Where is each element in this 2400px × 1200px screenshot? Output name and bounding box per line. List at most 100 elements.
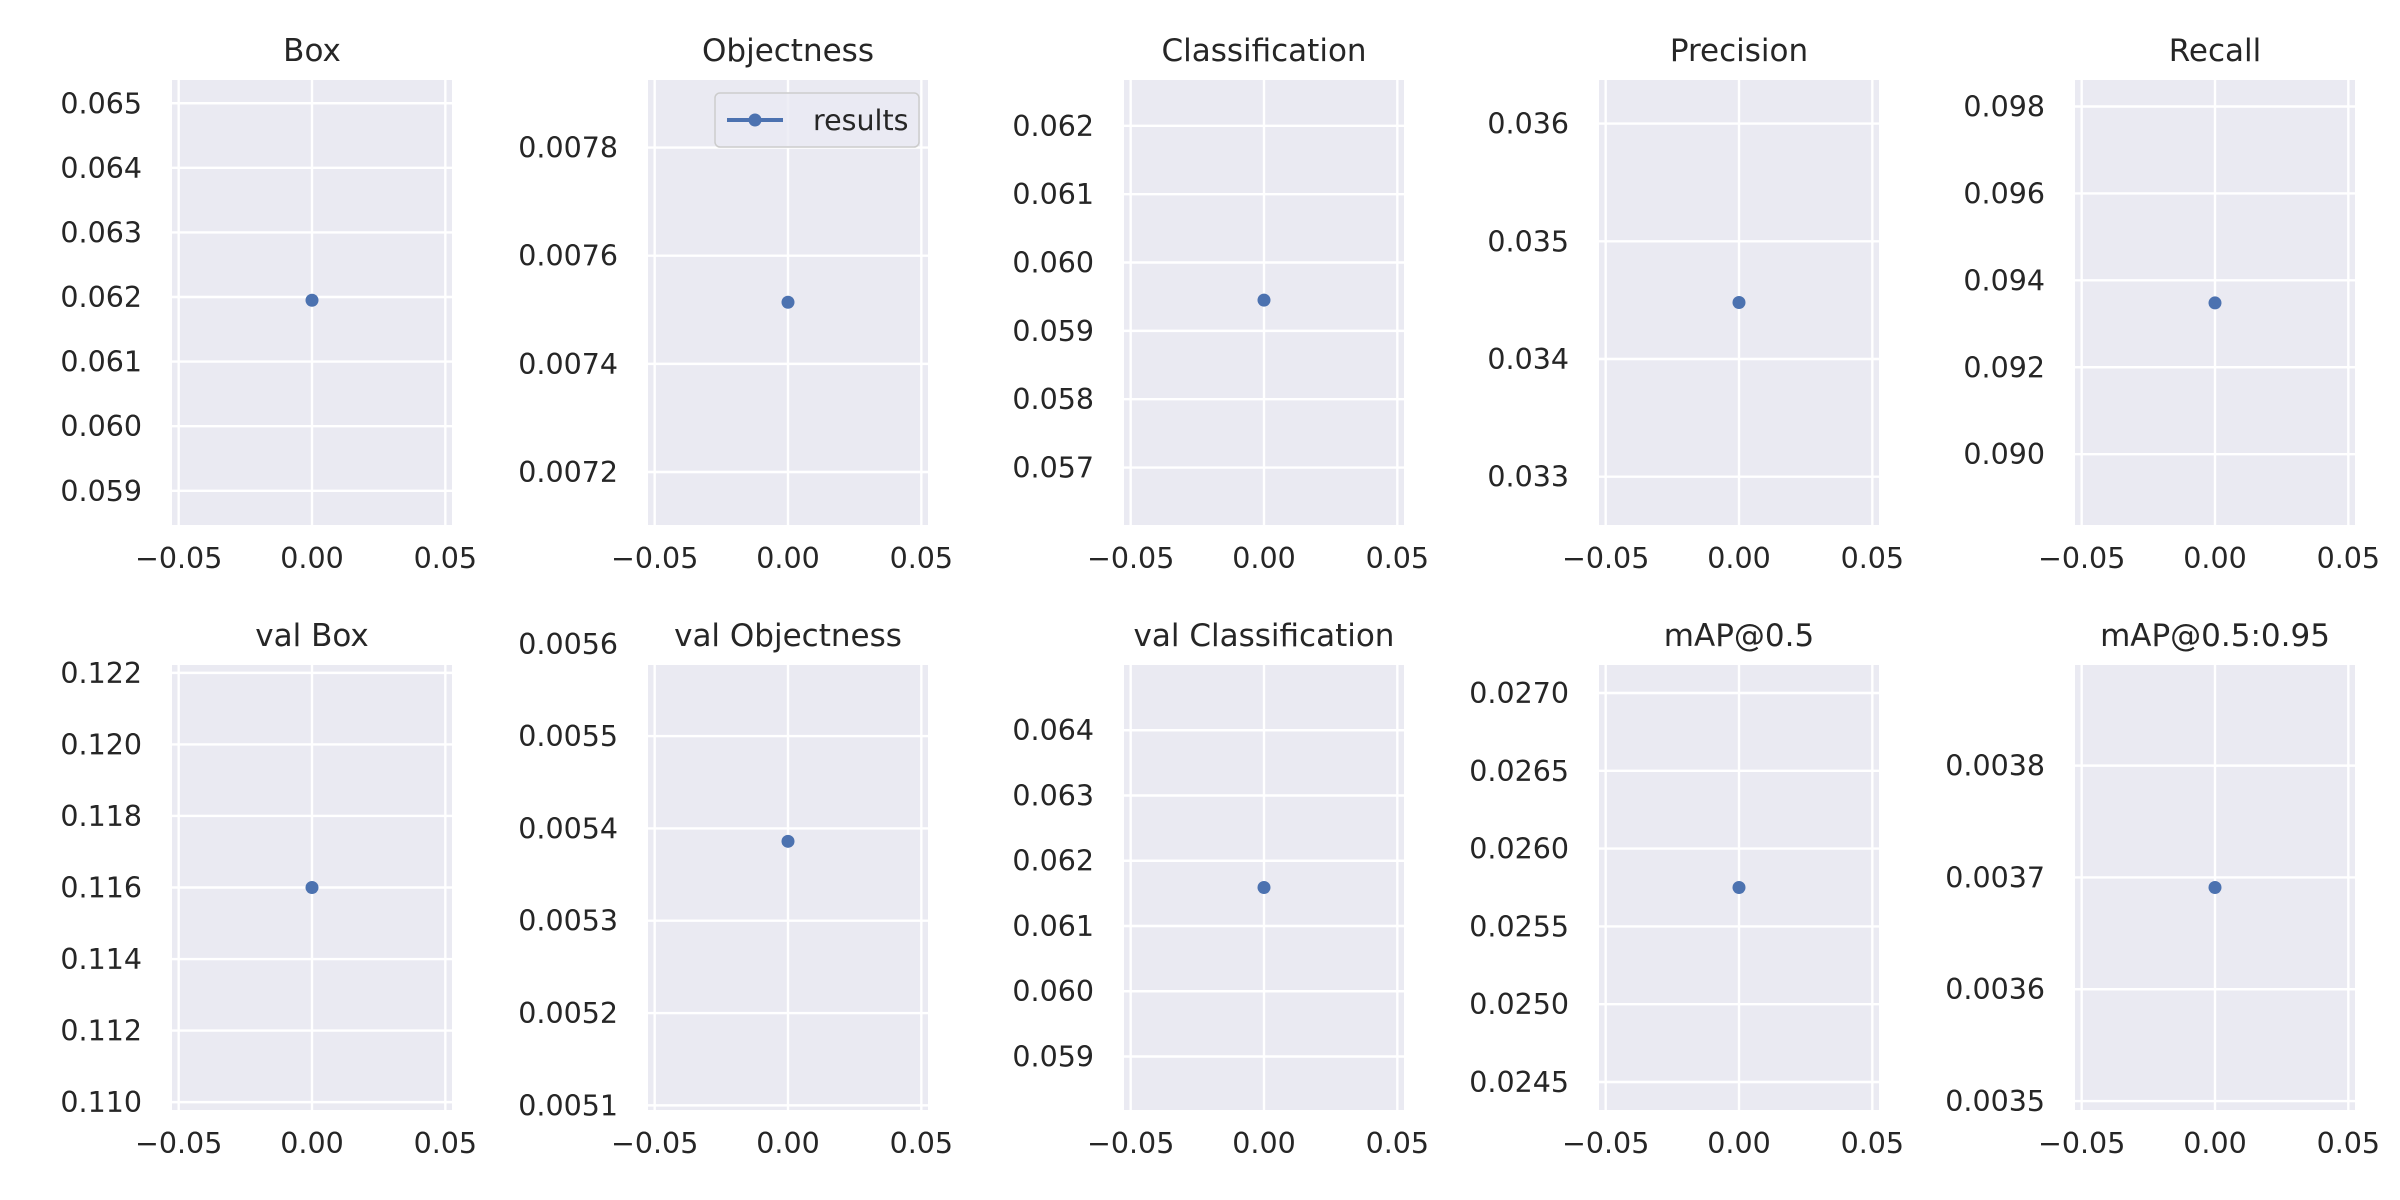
y-tick-label: 0.064 [1012,714,1094,747]
x-tick-label: 0.00 [1232,542,1295,575]
x-tick-label: −0.05 [135,542,222,575]
y-tick-label: 0.112 [60,1015,142,1048]
y-tick-label: 0.0265 [1469,755,1569,788]
y-tick-label: 0.0056 [518,628,618,661]
x-tick-label: −0.05 [1087,1127,1174,1160]
y-tick-label: 0.0078 [518,132,618,165]
subplot-val-classification: −0.05 0.00 0.05 0.059 0.060 0.061 0.062 0.063 0.… [1012,618,1429,1160]
y-tick-label: 0.0051 [518,1089,618,1122]
y-tick-label: 0.061 [60,346,142,379]
x-tick-label: 0.00 [756,1127,819,1160]
x-tick-label: 0.00 [280,542,343,575]
x-tick-label: 0.00 [280,1127,343,1160]
y-tick-label: 0.0054 [518,812,618,845]
x-tick-label: 0.05 [1841,542,1904,575]
y-tick-label: 0.0245 [1469,1066,1569,1099]
y-tick-label: 0.096 [1963,177,2045,210]
x-tick-label: 0.05 [2317,1127,2380,1160]
x-tick-label: 0.00 [1707,542,1770,575]
y-tick-label: 0.060 [1012,975,1094,1008]
y-tick-label: 0.110 [60,1086,142,1119]
legend-label: results [813,104,908,137]
subplot-precision: −0.05 0.00 0.05 0.033 0.034 0.035 0.036 Precisi… [1487,33,1904,575]
subplot-title: Objectness [702,33,874,69]
y-tick-label: 0.098 [1963,91,2045,124]
y-tick-label: 0.0076 [518,240,618,273]
y-tick-label: 0.0055 [518,720,618,753]
y-tick-label: 0.0250 [1469,988,1569,1021]
subplot-classification: −0.05 0.00 0.05 0.057 0.058 0.059 0.060 0.061 0.… [1012,33,1429,575]
subplot-objectness: −0.05 0.00 0.05 0.0072 0.0074 0.0076 0.0078 Obj… [518,33,953,575]
y-tick-label: 0.0072 [518,456,618,489]
y-tick-label: 0.0036 [1945,973,2045,1006]
y-tick-label: 0.034 [1487,343,1569,376]
subplot-val-box: −0.05 0.00 0.05 0.110 0.112 0.114 0.116 0.118 0.… [60,618,477,1160]
x-tick-label: 0.05 [414,542,477,575]
x-tick-label: −0.05 [1562,542,1649,575]
x-tick-label: 0.00 [2183,542,2246,575]
y-tick-label: 0.120 [60,728,142,761]
subplot-box: −0.05 0.00 0.05 0.059 0.060 0.061 0.062 0.063 0.… [60,33,477,575]
x-tick-label: −0.05 [2038,542,2125,575]
y-tick-label: 0.116 [60,872,142,905]
y-tick-label: 0.0038 [1945,750,2045,783]
y-tick-label: 0.122 [60,657,142,690]
y-tick-label: 0.092 [1963,351,2045,384]
subplot-title: val Classification [1134,618,1395,654]
x-tick-label: 0.00 [1232,1127,1295,1160]
subplot-title: val Objectness [674,618,902,654]
y-tick-label: 0.059 [60,475,142,508]
subplot-title: val Box [255,618,368,654]
x-tick-label: −0.05 [2038,1127,2125,1160]
y-tick-label: 0.0074 [518,348,618,381]
legend: results [714,92,920,148]
y-tick-label: 0.064 [60,152,142,185]
y-tick-label: 0.057 [1012,452,1094,485]
subplot-title: Box [283,33,341,69]
subplot-recall: −0.05 0.00 0.05 0.090 0.092 0.094 0.096 0.098 Re… [1963,33,2380,575]
data-point [2208,296,2222,310]
subplot-title: Recall [2169,33,2262,69]
data-point [1732,881,1746,894]
y-tick-label: 0.0255 [1469,910,1569,943]
y-tick-label: 0.063 [1012,779,1094,812]
y-tick-label: 0.035 [1487,225,1569,258]
y-tick-label: 0.0260 [1469,833,1569,866]
data-point [2208,881,2222,894]
x-tick-label: 0.00 [2183,1127,2246,1160]
data-point [1257,881,1271,894]
subplot-title: Classification [1161,33,1366,69]
y-tick-label: 0.065 [60,87,142,120]
y-tick-label: 0.061 [1012,178,1094,211]
y-tick-label: 0.0035 [1945,1085,2045,1118]
y-tick-label: 0.059 [1012,1040,1094,1073]
x-tick-label: 0.05 [1366,1127,1429,1160]
subplot-title: Precision [1670,33,1808,69]
x-tick-label: 0.00 [1707,1127,1770,1160]
data-point [305,881,319,894]
legend-marker [748,113,762,127]
data-point [1732,296,1746,309]
y-tick-label: 0.114 [60,943,142,976]
x-tick-label: −0.05 [611,1127,698,1160]
y-tick-label: 0.033 [1487,461,1569,494]
x-tick-label: 0.00 [756,542,819,575]
y-tick-label: 0.118 [60,800,142,833]
x-tick-label: 0.05 [1366,542,1429,575]
y-tick-label: 0.062 [1012,110,1094,143]
data-point [1257,293,1271,307]
y-tick-label: 0.063 [60,216,142,249]
x-tick-label: 0.05 [2317,542,2380,575]
x-tick-label: −0.05 [1562,1127,1649,1160]
y-tick-label: 0.062 [60,281,142,314]
data-point [781,834,795,848]
subplot-map-0-5-0-95: −0.05 0.00 0.05 0.0035 0.0036 0.0037 0.0038 mAP… [1945,618,2380,1160]
y-tick-label: 0.090 [1963,438,2045,471]
x-tick-label: −0.05 [611,542,698,575]
x-tick-label: 0.05 [1841,1127,1904,1160]
x-tick-label: −0.05 [1087,542,1174,575]
y-tick-label: 0.061 [1012,910,1094,943]
y-tick-label: 0.060 [1012,247,1094,280]
y-tick-label: 0.058 [1012,383,1094,416]
